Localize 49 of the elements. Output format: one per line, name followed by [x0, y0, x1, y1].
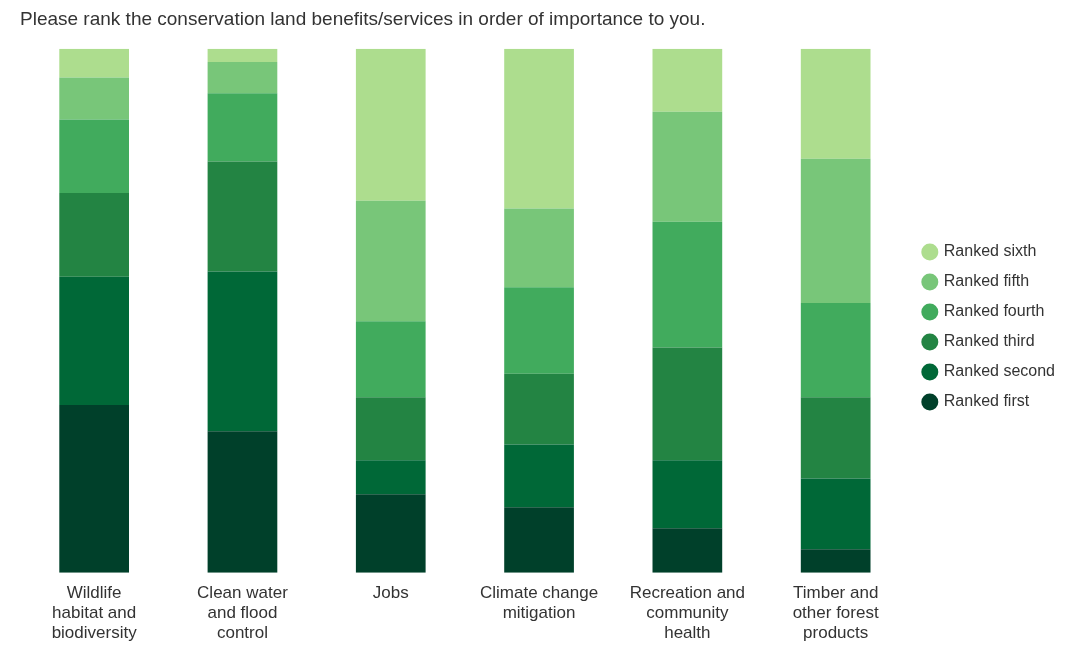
- bar: [59, 119, 129, 193]
- bar: [207, 271, 278, 432]
- bar: [59, 48, 129, 78]
- bar: [355, 460, 426, 495]
- bar: [59, 276, 129, 406]
- bar: [207, 93, 278, 162]
- x-tick-label: Clean water and flood control: [197, 582, 289, 643]
- x-tick-label: Timber and other forest products: [792, 582, 879, 643]
- bar: [504, 208, 574, 288]
- bar: [800, 48, 871, 159]
- bar: [800, 478, 871, 550]
- bar: [355, 494, 426, 573]
- x-tick-label: Wildlife habitat and biodiversity: [51, 582, 138, 643]
- bar: [504, 48, 574, 209]
- bar: [652, 528, 723, 573]
- x-tick-label: Climate change mitigation: [479, 582, 599, 623]
- bar: [355, 321, 426, 398]
- bar: [652, 347, 723, 461]
- bar: [207, 431, 278, 573]
- x-tick-label: Jobs: [372, 582, 409, 602]
- legend-label: Ranked first: [943, 392, 1030, 410]
- legend-label: Ranked fourth: [943, 302, 1045, 320]
- legend-label: Ranked fifth: [943, 272, 1030, 290]
- bar: [355, 200, 426, 322]
- legend-label: Ranked second: [943, 362, 1055, 380]
- bar: [59, 405, 129, 573]
- bar: [800, 397, 871, 479]
- chart-title: Please rank the conservation land benefits/services in order of importance to you.: [20, 7, 706, 29]
- bar: [504, 444, 574, 508]
- x-tick-label: Recreation and community health: [629, 582, 746, 643]
- bar: [800, 158, 871, 303]
- bar: [355, 397, 426, 461]
- bar: [652, 221, 723, 348]
- bar: [504, 507, 574, 573]
- bar: [207, 161, 278, 272]
- bar: [504, 287, 574, 374]
- legend-label: Ranked sixth: [943, 242, 1037, 260]
- bar: [652, 48, 723, 112]
- bar: [207, 48, 278, 62]
- bar: [652, 460, 723, 529]
- bar: [800, 549, 871, 573]
- bar: [355, 48, 426, 201]
- bar: [207, 61, 278, 94]
- bar: [800, 302, 871, 398]
- bar: [59, 77, 129, 120]
- bar: [504, 373, 574, 445]
- legend-label: Ranked third: [943, 332, 1035, 350]
- bar: [59, 192, 129, 277]
- bar: [652, 111, 723, 222]
